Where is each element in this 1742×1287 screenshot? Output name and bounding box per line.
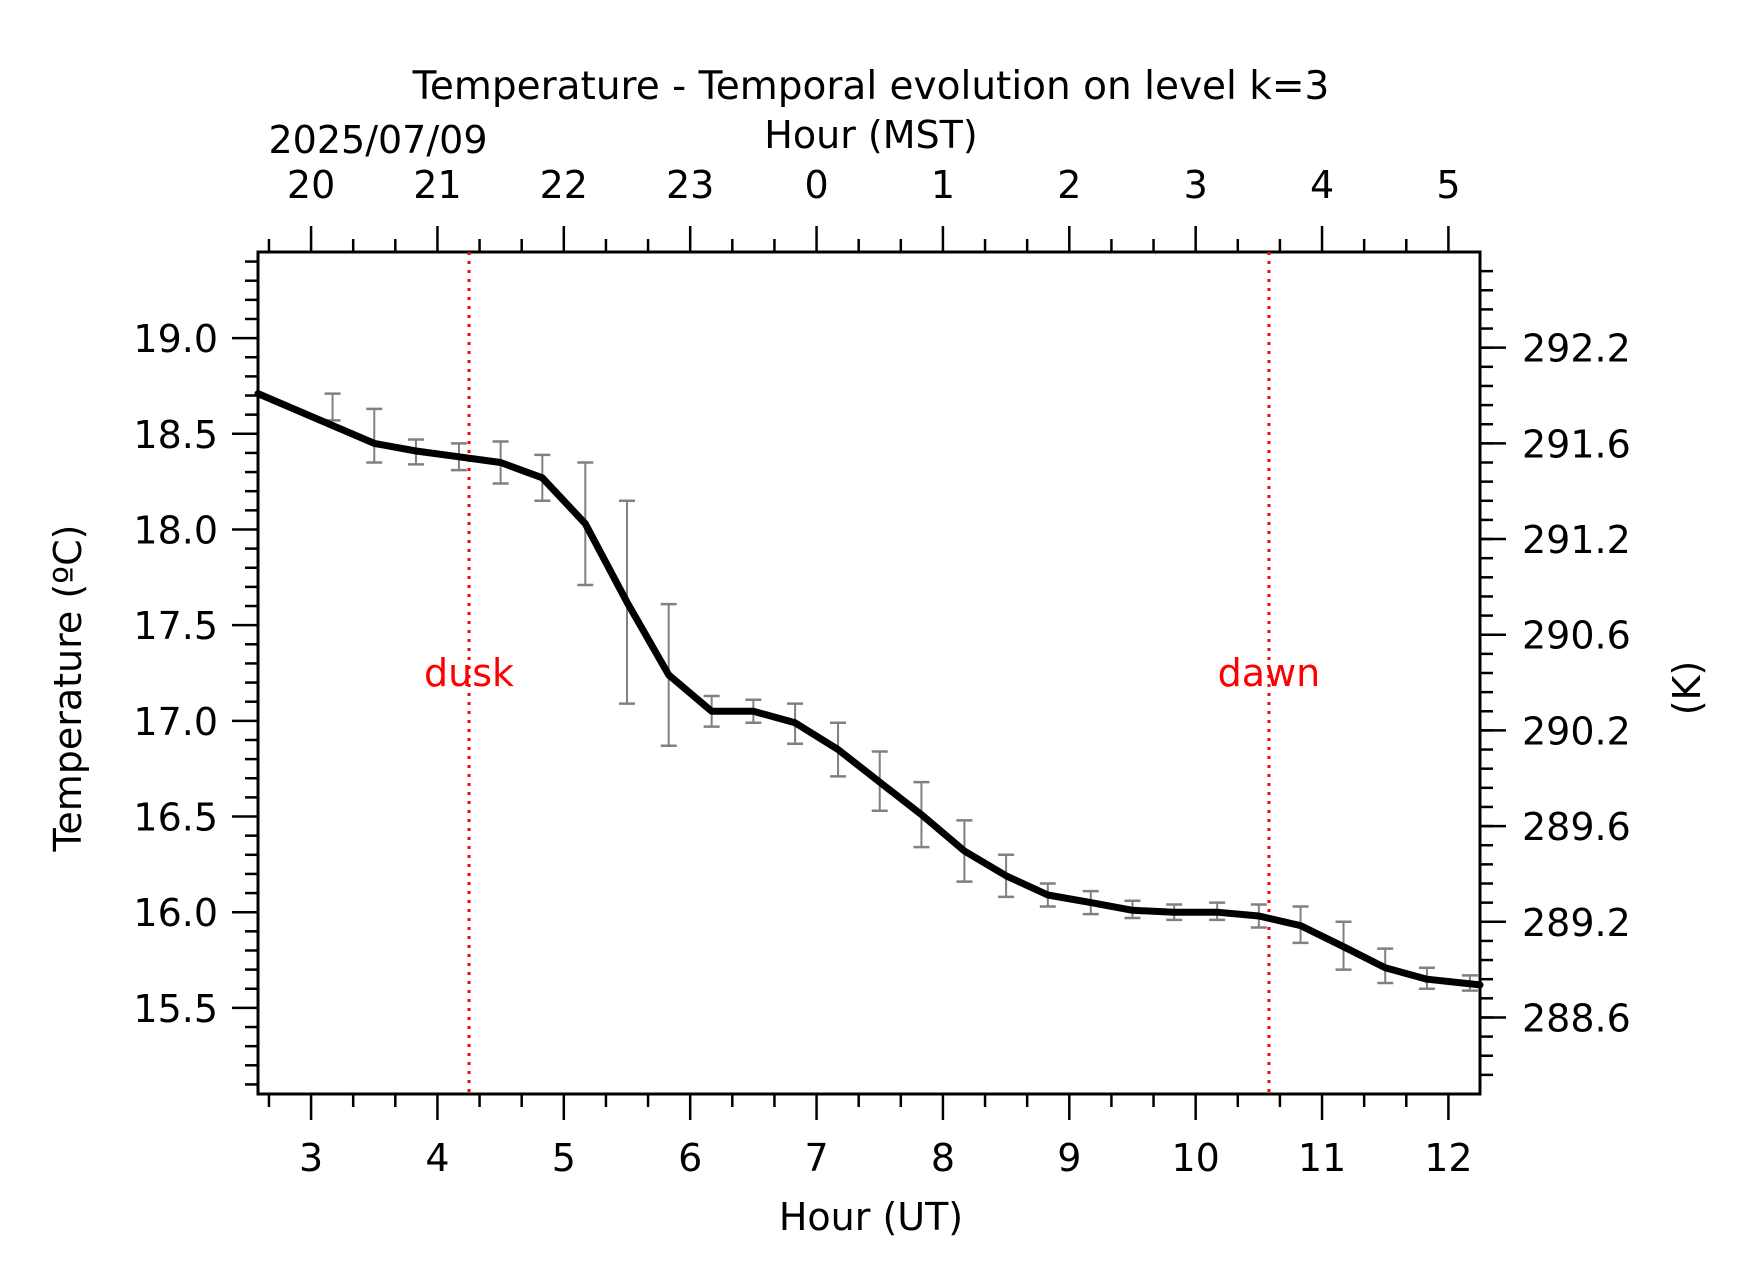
y-tick-label: 15.5 [133,987,218,1031]
y-tick-label: 18.0 [133,508,218,552]
x-tick-label: 11 [1298,1136,1346,1180]
x2-tick-label: 21 [413,163,461,207]
x2-tick-label: 22 [540,163,588,207]
y-tick-label: 16.5 [133,796,218,840]
y2-tick-label: 288.6 [1522,996,1631,1040]
x2-tick-label: 1 [931,163,955,207]
temperature-series-line [254,390,1484,989]
top-axis-title: Hour (MST) [764,113,977,157]
x-tick-label: 7 [804,1136,828,1180]
x2-tick-label: 20 [287,163,335,207]
dawn-label: dawn [1218,651,1321,695]
y-tick-label: 16.0 [133,891,218,935]
y2-tick-label: 292.2 [1522,327,1631,371]
x2-tick-label: 5 [1436,163,1460,207]
right-axis-title: (K) [1665,661,1709,716]
x-tick-label: 8 [931,1136,955,1180]
date-label: 2025/07/09 [268,118,487,162]
y-tick-label: 18.5 [133,413,218,457]
x2-tick-label: 3 [1184,163,1208,207]
x-tick-label: 3 [299,1136,323,1180]
x-tick-label: 6 [678,1136,702,1180]
dusk-label: dusk [424,651,514,695]
x2-tick-label: 23 [666,163,714,207]
y-tick-label: 17.0 [133,700,218,744]
x-tick-label: 5 [552,1136,576,1180]
x2-tick-label: 2 [1057,163,1081,207]
x-tick-label: 9 [1057,1136,1081,1180]
y-axis-title: Temperature (ºC) [46,525,90,853]
x-tick-label: 10 [1171,1136,1219,1180]
x-tick-label: 12 [1424,1136,1472,1180]
y2-tick-label: 291.6 [1522,422,1631,466]
y2-tick-label: 291.2 [1522,518,1631,562]
y2-tick-label: 290.2 [1522,709,1631,753]
x-axis-title: Hour (UT) [779,1195,963,1239]
y2-tick-label: 289.2 [1522,901,1631,945]
y2-tick-label: 289.6 [1522,805,1631,849]
y-tick-label: 17.5 [133,604,218,648]
x2-tick-label: 0 [804,163,828,207]
y-tick-label: 19.0 [133,317,218,361]
x2-tick-label: 4 [1310,163,1334,207]
chart-title: Temperature - Temporal evolution on leve… [412,64,1330,109]
y2-tick-label: 290.6 [1522,614,1631,658]
x-tick-label: 4 [425,1136,449,1180]
